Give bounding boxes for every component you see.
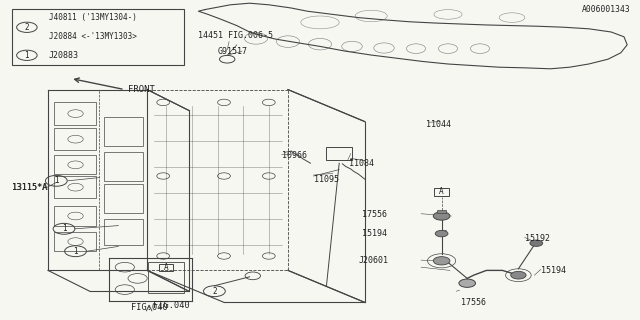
Text: A: A <box>439 188 444 196</box>
Text: 15194: 15194 <box>362 229 387 238</box>
Text: J20884 <-'13MY1303>: J20884 <-'13MY1303> <box>49 32 136 41</box>
Text: 10966: 10966 <box>282 151 307 160</box>
Text: 17556: 17556 <box>461 298 486 307</box>
Text: 11084: 11084 <box>349 159 374 168</box>
Text: 11095: 11095 <box>314 175 339 184</box>
Text: 13115*A: 13115*A <box>12 183 48 192</box>
Text: 15192: 15192 <box>525 234 550 243</box>
Text: J40811 ('13MY1304-): J40811 ('13MY1304-) <box>49 13 136 22</box>
Bar <box>54 176 96 198</box>
Text: G91517: G91517 <box>218 47 248 56</box>
Text: FRONT: FRONT <box>128 85 155 94</box>
Bar <box>12 9 184 65</box>
Text: FIG.040: FIG.040 <box>153 301 190 310</box>
Text: 15194: 15194 <box>541 266 566 275</box>
Text: 17556: 17556 <box>362 210 387 219</box>
Circle shape <box>511 271 526 279</box>
Text: 1: 1 <box>73 247 78 256</box>
Circle shape <box>459 279 476 287</box>
Text: 14451 FIG.006-5: 14451 FIG.006-5 <box>198 31 273 40</box>
Bar <box>437 210 446 213</box>
Bar <box>54 155 96 174</box>
Bar <box>104 219 143 245</box>
Bar <box>434 188 449 196</box>
Circle shape <box>435 230 448 237</box>
Circle shape <box>530 240 543 246</box>
Text: J20883: J20883 <box>49 51 79 60</box>
Text: 1: 1 <box>24 51 29 60</box>
Bar <box>54 102 96 125</box>
Text: J20601: J20601 <box>358 256 388 265</box>
Text: 13115*A: 13115*A <box>12 183 47 192</box>
Bar <box>104 152 143 181</box>
Bar <box>326 147 352 160</box>
Circle shape <box>433 212 450 220</box>
Bar <box>54 232 96 251</box>
Text: 1: 1 <box>61 224 67 233</box>
Bar <box>159 264 173 271</box>
Bar <box>148 262 184 293</box>
Bar <box>54 128 96 150</box>
Bar <box>54 206 96 226</box>
Text: 11044: 11044 <box>426 120 451 129</box>
Text: 1: 1 <box>54 176 59 185</box>
Bar <box>104 117 143 146</box>
Bar <box>104 184 143 213</box>
Text: FIG.040: FIG.040 <box>131 303 168 312</box>
Text: A006001343: A006001343 <box>582 5 630 14</box>
Text: 2: 2 <box>212 287 217 296</box>
Text: 2: 2 <box>24 23 29 32</box>
Circle shape <box>433 257 450 265</box>
Text: A: A <box>164 263 169 272</box>
